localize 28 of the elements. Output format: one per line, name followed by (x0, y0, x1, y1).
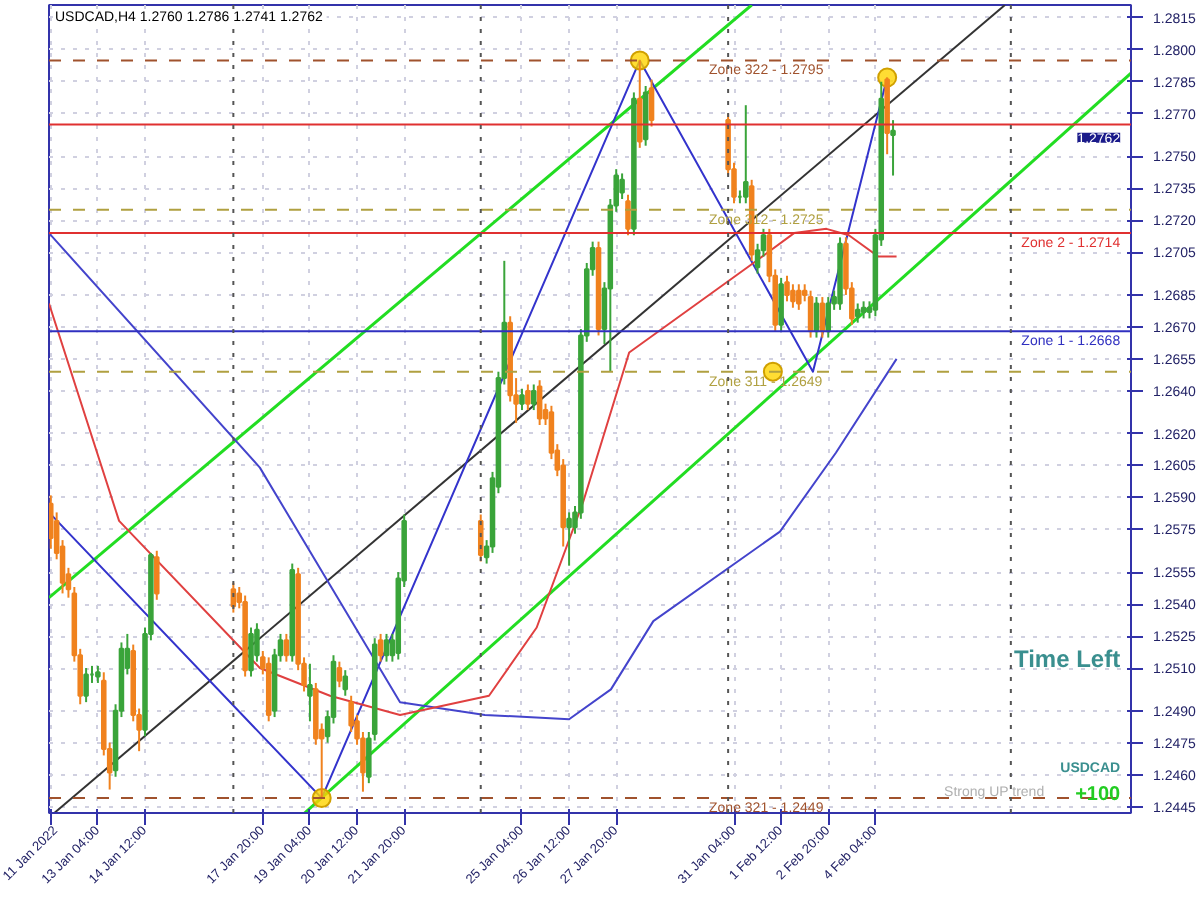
candlestick (825, 296, 832, 339)
candlestick (536, 379, 543, 426)
candlestick (519, 387, 525, 412)
candlestick (625, 193, 631, 237)
candlestick (336, 660, 343, 689)
candlestick (377, 632, 384, 663)
candlestick (890, 119, 896, 177)
candlestick (530, 383, 537, 412)
candlestick (784, 274, 790, 303)
candlestick (619, 172, 625, 201)
candlestick (383, 632, 390, 663)
candlestick (83, 667, 89, 704)
candlestick (248, 626, 254, 678)
candlestick (283, 632, 290, 663)
candlestick (342, 669, 349, 697)
candlestick (525, 383, 531, 412)
candlestick (796, 283, 802, 311)
candlestick (790, 283, 796, 309)
annotation: Time Left (1013, 645, 1121, 674)
candlestick (566, 511, 572, 567)
candlestick (307, 662, 313, 723)
candlestick (854, 302, 861, 324)
candlestick (743, 104, 749, 205)
annotation: +100 (1075, 783, 1122, 806)
candlestick (154, 549, 160, 601)
candlestick (637, 59, 643, 149)
candlestick (648, 78, 655, 128)
candlestick (778, 276, 784, 333)
